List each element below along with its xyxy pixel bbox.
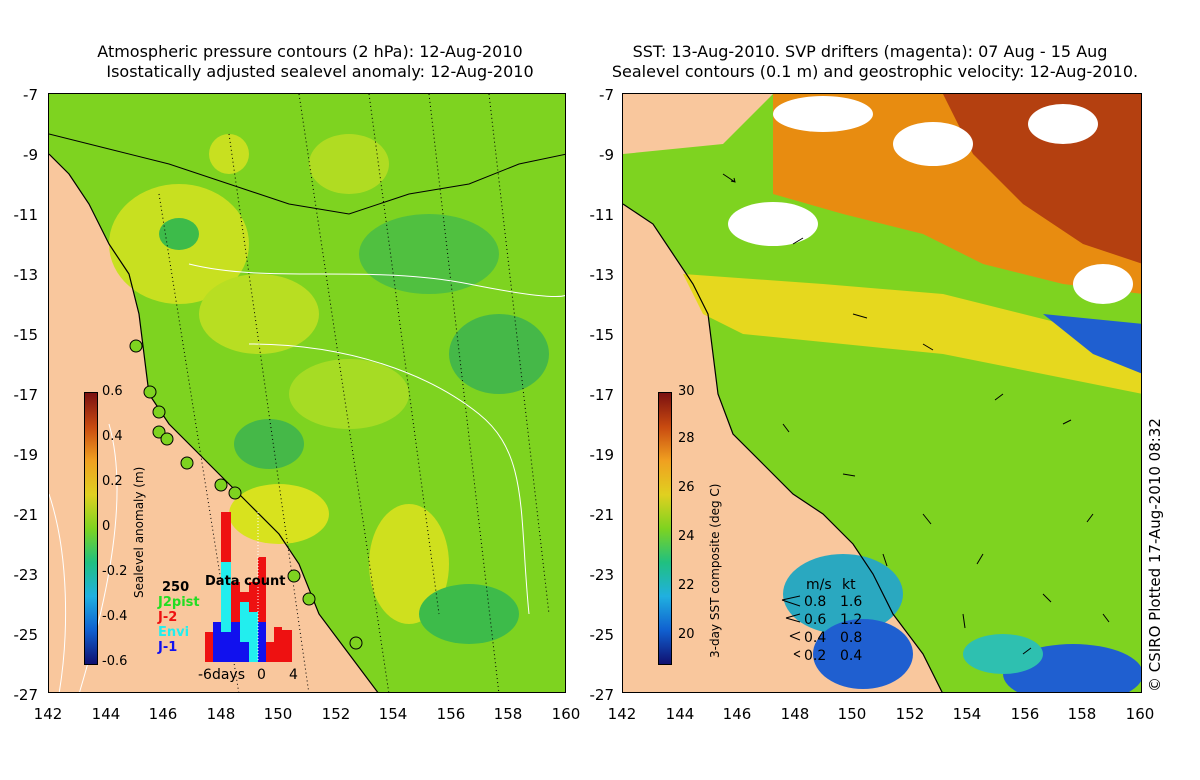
right-x-tick-5: 152 (895, 705, 925, 723)
left-x-tick-5: 152 (321, 705, 351, 723)
data-count-histogram (205, 512, 295, 662)
left-title-line1: Atmospheric pressure contours (2 hPa): 1… (97, 42, 523, 61)
sst-colorbar-tick-1: 28 (678, 431, 695, 446)
right-x-tick-8: 158 (1067, 705, 1097, 723)
left-y-tick-1: -9 (23, 146, 38, 164)
sealevel-map-graphic (49, 94, 565, 692)
velocity-legend-ms-1: 0.6 (804, 612, 827, 628)
velocity-legend-kt-2: 0.8 (840, 630, 863, 646)
legend-envi: Envi (158, 625, 190, 640)
right-y-tick-2: -11 (589, 206, 615, 224)
sst-colorbar-tick-2: 26 (678, 480, 695, 495)
legend-j2: J-2 (158, 610, 178, 625)
sst-colorbar (658, 392, 672, 665)
left-x-tick-9: 160 (551, 705, 581, 723)
left-y-tick-0: -7 (23, 86, 38, 104)
left-y-tick-2: -11 (13, 206, 39, 224)
right-x-tick-9: 160 (1125, 705, 1155, 723)
left-title-line2: Isostatically adjusted sealevel anomaly:… (106, 62, 534, 81)
velocity-legend-ms-header: m/s (806, 577, 832, 593)
legend-j1: J-1 (158, 640, 178, 655)
left-y-tick-10: -27 (13, 686, 39, 704)
sealevel-colorbar-tick-4: -0.2 (102, 564, 128, 579)
sealevel-colorbar-tick-3: 0 (102, 519, 111, 534)
velocity-legend-kt-header: kt (842, 577, 856, 593)
left-y-tick-3: -13 (13, 266, 39, 284)
velocity-legend-kt-0: 1.6 (840, 594, 863, 610)
sealevel-colorbar (84, 392, 98, 665)
right-y-tick-9: -25 (589, 626, 615, 644)
left-x-tick-6: 154 (378, 705, 408, 723)
left-y-tick-7: -21 (13, 506, 39, 524)
sealevel-colorbar-tick-0: 0.6 (102, 384, 123, 399)
right-y-tick-6: -19 (589, 446, 615, 464)
left-x-tick-8: 158 (493, 705, 523, 723)
velocity-legend-ms-3: 0.2 (804, 648, 827, 664)
data-count-xlabel-start: -6days (198, 667, 246, 683)
velocity-legend-ms-2: 0.4 (804, 630, 827, 646)
velocity-legend-ms-0: 0.8 (804, 594, 827, 610)
left-x-tick-3: 148 (206, 705, 236, 723)
sealevel-colorbar-tick-6: -0.6 (102, 654, 128, 669)
sealevel-colorbar-tick-1: 0.4 (102, 429, 123, 444)
sealevel-colorbar-title: Sealevel anomaly (m) (132, 466, 146, 598)
csiro-credit: © CSIRO Plotted 17-Aug-2010 08:32 (1146, 418, 1164, 692)
velocity-legend-kt-1: 1.2 (840, 612, 863, 628)
right-x-tick-1: 144 (665, 705, 695, 723)
left-x-tick-4: 150 (263, 705, 293, 723)
left-y-tick-6: -19 (13, 446, 39, 464)
right-y-tick-5: -17 (589, 386, 615, 404)
legend-j2pist: J2pist (158, 595, 200, 610)
data-count-xlabel-zero: 0 (257, 667, 266, 683)
velocity-legend-kt-3: 0.4 (840, 648, 863, 664)
right-y-tick-4: -15 (589, 326, 615, 344)
left-x-tick-0: 142 (33, 705, 63, 723)
left-y-tick-8: -23 (13, 566, 39, 584)
right-x-tick-7: 156 (1010, 705, 1040, 723)
left-y-tick-4: -15 (13, 326, 39, 344)
sst-map-graphic (623, 94, 1141, 692)
right-x-tick-3: 148 (780, 705, 810, 723)
data-count-bars (205, 512, 292, 662)
right-y-tick-0: -7 (599, 86, 614, 104)
right-title-line2: Sealevel contours (0.1 m) and geostrophi… (611, 62, 1139, 81)
sst-colorbar-tick-4: 22 (678, 578, 695, 593)
sealevel-colorbar-tick-5: -0.4 (102, 609, 128, 624)
sealevel-colorbar-tick-2: 0.2 (102, 474, 123, 489)
sst-colorbar-tick-3: 24 (678, 529, 695, 544)
right-y-tick-8: -23 (589, 566, 615, 584)
right-x-tick-0: 142 (607, 705, 637, 723)
velocity-legend-arrows (781, 595, 801, 658)
sst-colorbar-title: 3-day SST composite (deg C) (708, 483, 722, 658)
right-title-line1: SST: 13-Aug-2010. SVP drifters (magenta)… (632, 42, 1108, 61)
data-count-max: 250 (162, 580, 190, 595)
data-count-title: Data count (205, 574, 286, 589)
sst-colorbar-tick-5: 20 (678, 627, 695, 642)
left-y-tick-9: -25 (13, 626, 39, 644)
right-x-tick-6: 154 (952, 705, 982, 723)
left-x-tick-7: 156 (436, 705, 466, 723)
right-y-tick-7: -21 (589, 506, 615, 524)
left-y-tick-5: -17 (13, 386, 39, 404)
right-x-tick-2: 146 (722, 705, 752, 723)
sst-colorbar-tick-0: 30 (678, 384, 695, 399)
sst-map (622, 93, 1142, 693)
right-y-tick-10: -27 (589, 686, 615, 704)
data-count-xlabel-end: 4 (289, 667, 298, 683)
right-y-tick-1: -9 (599, 146, 614, 164)
right-x-tick-4: 150 (837, 705, 867, 723)
right-y-tick-3: -13 (589, 266, 615, 284)
left-x-tick-1: 144 (91, 705, 121, 723)
sealevel-anomaly-map (48, 93, 566, 693)
left-x-tick-2: 146 (148, 705, 178, 723)
